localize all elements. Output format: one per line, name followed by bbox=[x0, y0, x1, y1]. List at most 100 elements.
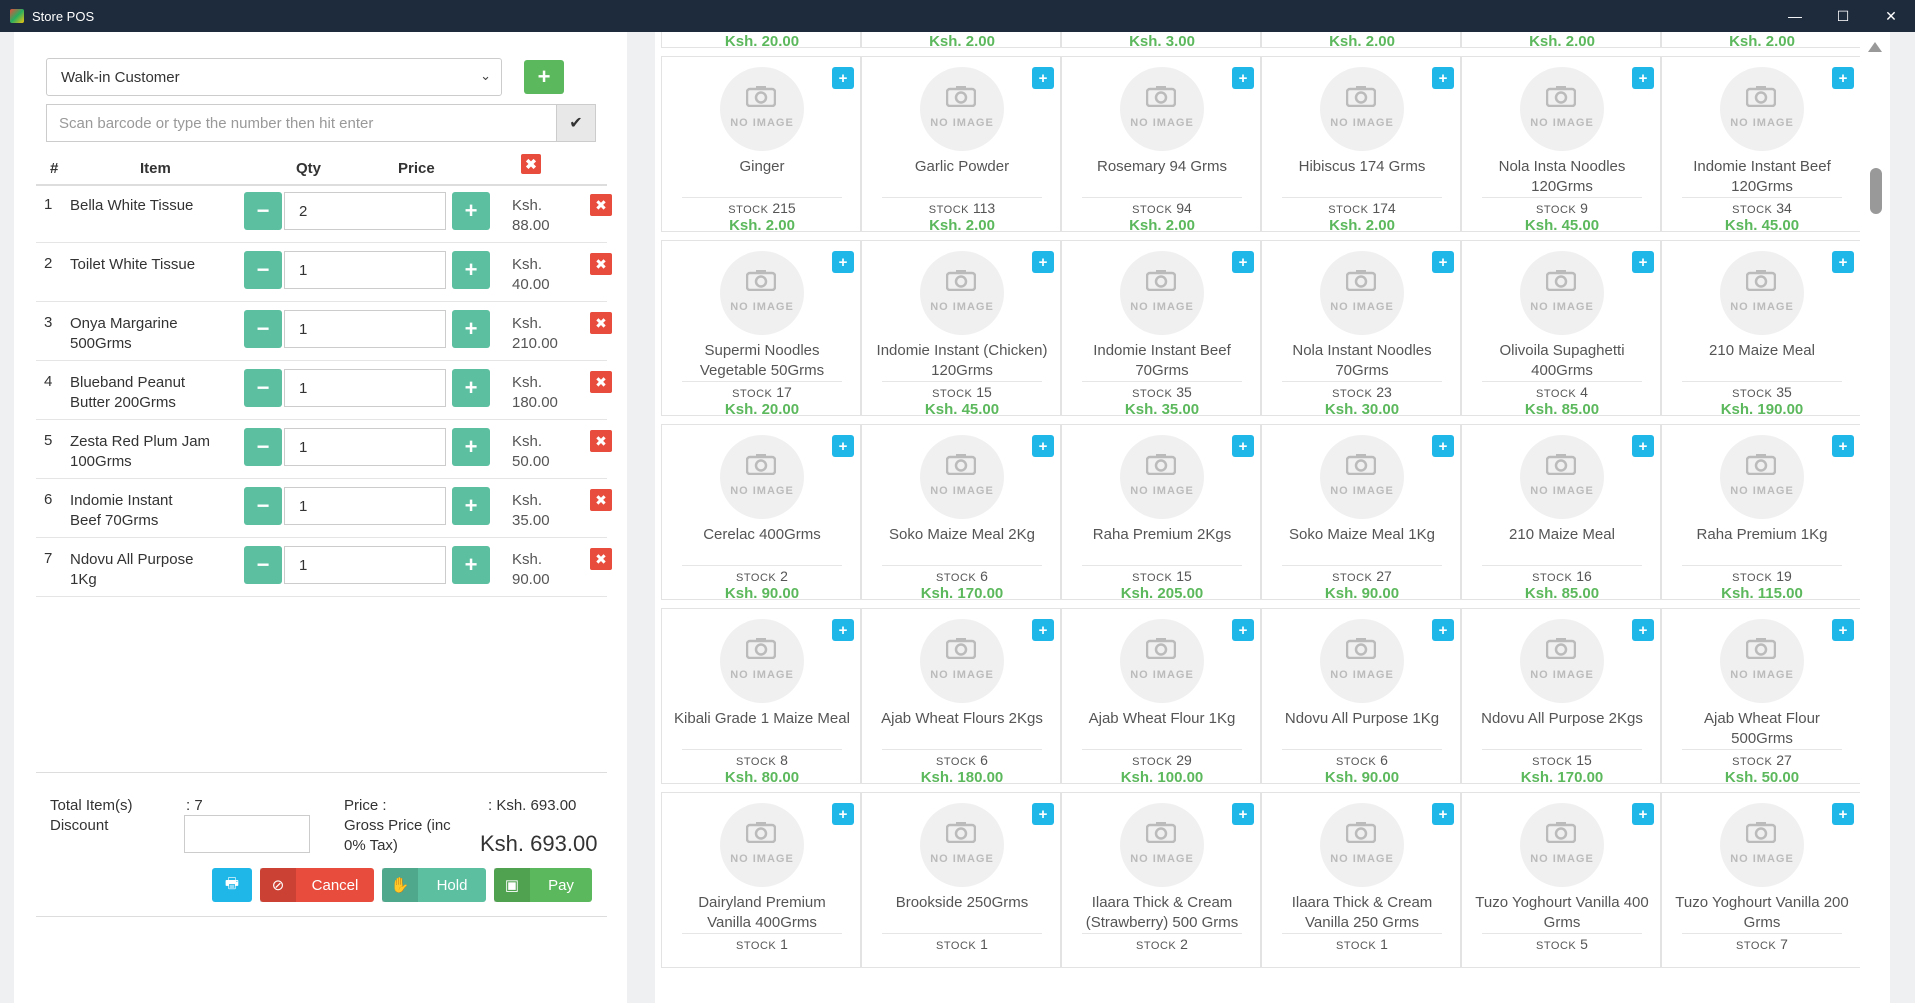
product-card[interactable]: +NO IMAGEPilau MasalaSTOCK 684Ksh. 2.00 bbox=[861, 32, 1061, 50]
product-card[interactable]: + NO IMAGE Supermi Noodles Vegetable 50Grms… bbox=[661, 240, 861, 418]
add-to-cart-icon[interactable]: + bbox=[1032, 67, 1054, 89]
product-card[interactable]: + NO IMAGE 210 Maize Meal STOCK 35 Ksh. 190.… bbox=[1661, 240, 1861, 418]
product-card[interactable]: + NO IMAGE Ndovu All Purpose 2Kgs STOCK 15 K… bbox=[1461, 608, 1661, 786]
remove-item-button[interactable]: ✖ bbox=[590, 489, 612, 511]
product-card[interactable]: + NO IMAGE Ndovu All Purpose 1Kg STOCK 6 Ksh… bbox=[1261, 608, 1461, 786]
remove-item-button[interactable]: ✖ bbox=[590, 430, 612, 452]
product-card[interactable]: + NO IMAGE Olivoila Supaghetti 400Grms STOCK… bbox=[1461, 240, 1661, 418]
scroll-thumb[interactable] bbox=[1870, 168, 1882, 214]
add-to-cart-icon[interactable]: + bbox=[1432, 251, 1454, 273]
minimize-button[interactable]: — bbox=[1788, 8, 1802, 24]
product-card[interactable]: + NO IMAGE Rosemary 94 Grms STOCK 94 Ksh. 2.… bbox=[1061, 56, 1261, 234]
product-card[interactable]: + NO IMAGE 210 Maize Meal STOCK 16 Ksh. 85.0… bbox=[1461, 424, 1661, 602]
add-customer-button[interactable]: + bbox=[524, 60, 564, 94]
cancel-button[interactable]: ⊘ Cancel bbox=[260, 868, 374, 902]
add-to-cart-icon[interactable]: + bbox=[832, 803, 854, 825]
product-card[interactable]: + NO IMAGE Brookside 250Grms STOCK 1 bbox=[861, 792, 1061, 968]
add-to-cart-icon[interactable]: + bbox=[1632, 803, 1654, 825]
increase-qty-button[interactable]: + bbox=[452, 487, 490, 525]
product-card[interactable]: +NO IMAGETumericSTOCK 933Ksh. 2.00 bbox=[1261, 32, 1461, 50]
qty-input[interactable]: 1 bbox=[284, 369, 446, 407]
customer-select[interactable]: Walk-in Customer ⌄ bbox=[46, 58, 502, 96]
add-to-cart-icon[interactable]: + bbox=[1232, 435, 1254, 457]
scrollbar[interactable] bbox=[1860, 32, 1890, 1003]
add-to-cart-icon[interactable]: + bbox=[1832, 435, 1854, 457]
remove-item-button[interactable]: ✖ bbox=[590, 548, 612, 570]
qty-input[interactable]: 2 bbox=[284, 192, 446, 230]
product-card[interactable]: + NO IMAGE Raha Premium 1Kg STOCK 19 Ksh. 11… bbox=[1661, 424, 1861, 602]
qty-input[interactable]: 1 bbox=[284, 487, 446, 525]
remove-item-button[interactable]: ✖ bbox=[590, 194, 612, 216]
product-card[interactable]: + NO IMAGE Soko Maize Meal 2Kg STOCK 6 Ksh. … bbox=[861, 424, 1061, 602]
product-card[interactable]: + NO IMAGE Ilaara Thick & Cream (Strawberry… bbox=[1061, 792, 1261, 968]
increase-qty-button[interactable]: + bbox=[452, 546, 490, 584]
qty-input[interactable]: 1 bbox=[284, 310, 446, 348]
add-to-cart-icon[interactable]: + bbox=[832, 251, 854, 273]
add-to-cart-icon[interactable]: + bbox=[832, 619, 854, 641]
remove-item-button[interactable]: ✖ bbox=[590, 253, 612, 275]
barcode-input[interactable]: Scan barcode or type the number then hit… bbox=[46, 104, 556, 142]
qty-input[interactable]: 1 bbox=[284, 546, 446, 584]
add-to-cart-icon[interactable]: + bbox=[1632, 67, 1654, 89]
add-to-cart-icon[interactable]: + bbox=[1632, 251, 1654, 273]
product-card[interactable]: + NO IMAGE Raha Premium 2Kgs STOCK 15 Ksh. 2… bbox=[1061, 424, 1261, 602]
pay-button[interactable]: ▣ Pay bbox=[494, 868, 592, 902]
decrease-qty-button[interactable]: − bbox=[244, 192, 282, 230]
add-to-cart-icon[interactable]: + bbox=[1432, 619, 1454, 641]
add-to-cart-icon[interactable]: + bbox=[832, 67, 854, 89]
add-to-cart-icon[interactable]: + bbox=[1632, 619, 1654, 641]
decrease-qty-button[interactable]: − bbox=[244, 310, 282, 348]
product-card[interactable]: + NO IMAGE Garlic Powder STOCK 113 Ksh. 2.00 bbox=[861, 56, 1061, 234]
increase-qty-button[interactable]: + bbox=[452, 251, 490, 289]
close-button[interactable]: ✕ bbox=[1885, 7, 1897, 24]
product-card[interactable]: + NO IMAGE Nola Instant Noodles 70Grms STOCK… bbox=[1261, 240, 1461, 418]
discount-input[interactable] bbox=[184, 815, 310, 853]
product-card[interactable]: + NO IMAGE Indomie Instant (Chicken) 120Grm… bbox=[861, 240, 1061, 418]
add-to-cart-icon[interactable]: + bbox=[832, 435, 854, 457]
check-icon[interactable]: ✔ bbox=[556, 104, 596, 142]
add-to-cart-icon[interactable]: + bbox=[1032, 803, 1054, 825]
add-to-cart-icon[interactable]: + bbox=[1432, 67, 1454, 89]
product-card[interactable]: + NO IMAGE Kibali Grade 1 Maize Meal STOCK … bbox=[661, 608, 861, 786]
maximize-button[interactable]: ☐ bbox=[1836, 7, 1850, 24]
product-card[interactable]: +NO IMAGETea MasalaSTOCK 156Ksh. 2.00 bbox=[1461, 32, 1661, 50]
add-to-cart-icon[interactable]: + bbox=[1632, 435, 1654, 457]
add-to-cart-icon[interactable]: + bbox=[1432, 435, 1454, 457]
product-card[interactable]: + NO IMAGE Dairyland Premium Vanilla 400Grm… bbox=[661, 792, 861, 968]
add-to-cart-icon[interactable]: + bbox=[1232, 67, 1254, 89]
product-card[interactable]: + NO IMAGE Tuzo Yoghourt Vanilla 200 Grms ST… bbox=[1661, 792, 1861, 968]
decrease-qty-button[interactable]: − bbox=[244, 428, 282, 466]
add-to-cart-icon[interactable]: + bbox=[1032, 251, 1054, 273]
add-to-cart-icon[interactable]: + bbox=[1832, 67, 1854, 89]
decrease-qty-button[interactable]: − bbox=[244, 251, 282, 289]
clear-cart-button[interactable]: ✖ bbox=[521, 154, 541, 174]
qty-input[interactable]: 1 bbox=[284, 251, 446, 289]
increase-qty-button[interactable]: + bbox=[452, 192, 490, 230]
product-card[interactable]: +NO IMAGEFood Colour 10GrmsSTOCK 15Ksh. … bbox=[661, 32, 861, 50]
product-card[interactable]: + NO IMAGE Ilaara Thick & Cream Vanilla 250… bbox=[1261, 792, 1461, 968]
add-to-cart-icon[interactable]: + bbox=[1832, 619, 1854, 641]
add-to-cart-icon[interactable]: + bbox=[1432, 803, 1454, 825]
increase-qty-button[interactable]: + bbox=[452, 428, 490, 466]
product-card[interactable]: + NO IMAGE Ajab Wheat Flour 500Grms STOCK 27… bbox=[1661, 608, 1861, 786]
decrease-qty-button[interactable]: − bbox=[244, 546, 282, 584]
product-card[interactable]: + NO IMAGE Hibiscus 174 Grms STOCK 174 Ksh. … bbox=[1261, 56, 1461, 234]
product-card[interactable]: + NO IMAGE Tuzo Yoghourt Vanilla 400 Grms ST… bbox=[1461, 792, 1661, 968]
hold-button[interactable]: ✋ Hold bbox=[382, 868, 486, 902]
product-card[interactable]: + NO IMAGE Soko Maize Meal 1Kg STOCK 27 Ksh.… bbox=[1261, 424, 1461, 602]
increase-qty-button[interactable]: + bbox=[452, 369, 490, 407]
product-card[interactable]: + NO IMAGE Ajab Wheat Flour 1Kg STOCK 29 Ksh… bbox=[1061, 608, 1261, 786]
product-card[interactable]: + NO IMAGE Ajab Wheat Flours 2Kgs STOCK 6 Ks… bbox=[861, 608, 1061, 786]
add-to-cart-icon[interactable]: + bbox=[1032, 619, 1054, 641]
product-card[interactable]: + NO IMAGE Indomie Instant Beef 70Grms STOCK… bbox=[1061, 240, 1261, 418]
remove-item-button[interactable]: ✖ bbox=[590, 371, 612, 393]
product-card[interactable]: + NO IMAGE Nola Insta Noodles 120Grms STOCK … bbox=[1461, 56, 1661, 234]
remove-item-button[interactable]: ✖ bbox=[590, 312, 612, 334]
increase-qty-button[interactable]: + bbox=[452, 310, 490, 348]
qty-input[interactable]: 1 bbox=[284, 428, 446, 466]
product-card[interactable]: +NO IMAGECinamonSTOCK 609Ksh. 3.00 bbox=[1061, 32, 1261, 50]
add-to-cart-icon[interactable]: + bbox=[1232, 619, 1254, 641]
add-to-cart-icon[interactable]: + bbox=[1032, 435, 1054, 457]
add-to-cart-icon[interactable]: + bbox=[1832, 803, 1854, 825]
